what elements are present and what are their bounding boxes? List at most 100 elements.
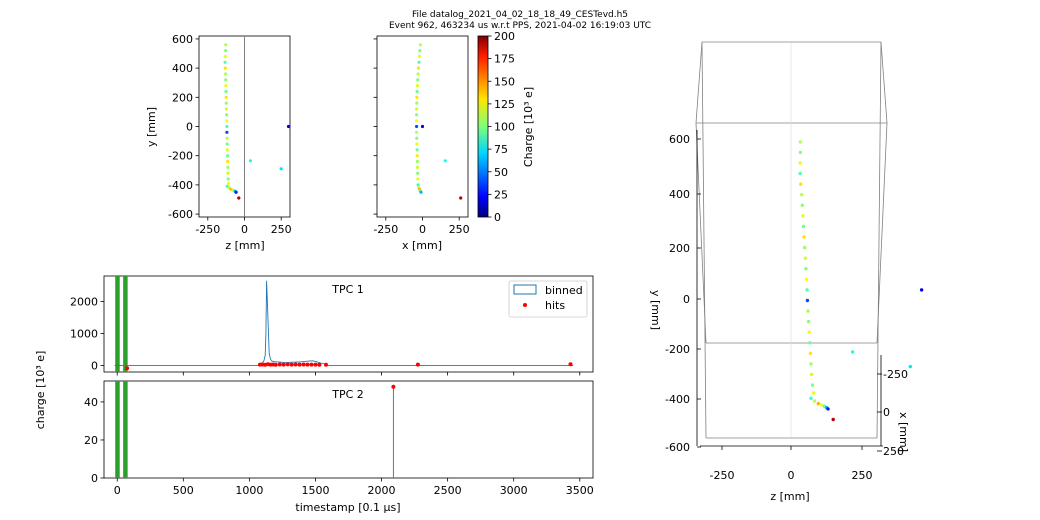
hit-point [224, 78, 228, 82]
x-tick-label: -250 [883, 368, 908, 381]
hit-point [224, 107, 228, 111]
hit-marker [391, 384, 396, 389]
hit-point [226, 159, 230, 164]
colorbar-tick-label: 125 [494, 98, 515, 111]
hit-point [225, 148, 229, 152]
hit-point-3d [831, 417, 835, 422]
hit-point-3d [809, 362, 813, 366]
hit-marker [281, 362, 286, 367]
hit-marker [313, 362, 318, 367]
view3d-box-edges [695, 41, 888, 447]
y-tick-label: 2000 [70, 296, 98, 309]
view3d-ticks: -250 0 250 -600 -400 -200 0 200 400 600 -250 0 250 [665, 133, 908, 482]
hit-point [418, 43, 422, 47]
x-tick-label: 2000 [368, 484, 396, 497]
figure-title-line1: File datalog_2021_04_02_18_18_49_CESTevd… [412, 10, 628, 20]
colorbar-tick-label: 25 [494, 188, 508, 201]
tpc2-annotation: TPC 2 [331, 388, 364, 401]
y-tick-label: -600 [168, 208, 193, 221]
hit-point-3d [798, 161, 802, 165]
y-tick-label: -200 [168, 150, 193, 163]
hit-marker [415, 362, 420, 367]
hit-marker [285, 362, 290, 367]
xy-projection-panel: -250 0 250 x [mm] [373, 35, 470, 252]
hit-point [415, 142, 419, 146]
hit-point-3d [803, 256, 807, 260]
box-edge [876, 41, 882, 439]
tpc2-xlabel: timestamp [0.1 μs] [295, 501, 400, 514]
hit-point-3d [801, 224, 806, 229]
hit-point-3d [819, 403, 824, 407]
y-tick-label: 400 [669, 188, 690, 201]
hit-point [234, 190, 238, 194]
hit-marker [297, 362, 302, 367]
hit-point [225, 113, 229, 117]
hit-marker [301, 362, 306, 367]
y-tick-label: 400 [172, 62, 193, 75]
hit-marker [273, 362, 278, 367]
hit-point [279, 167, 283, 171]
y-tick-label: 600 [669, 133, 690, 146]
hit-point [224, 89, 228, 94]
colorbar-tick-label: 175 [494, 53, 515, 66]
legend-hits-swatch [523, 303, 527, 307]
hit-point [224, 49, 228, 53]
hit-point [225, 124, 229, 129]
hit-point-3d [798, 171, 802, 176]
hit-point [416, 66, 421, 70]
tpc1-ticks: 0 1000 2000 [70, 296, 581, 376]
hit-point [415, 119, 419, 123]
hit-point [420, 124, 425, 129]
y-tick-label: 200 [172, 91, 193, 104]
hit-point [415, 84, 419, 88]
hit-point [225, 136, 229, 140]
hit-point [415, 148, 419, 152]
x-tick-label: 3000 [500, 484, 528, 497]
hit-point [226, 165, 230, 169]
x-tick-label: 250 [883, 445, 904, 458]
hit-marker [125, 366, 130, 371]
hit-point [419, 190, 423, 194]
hit-point-3d [908, 364, 912, 369]
colorbar-gradient [477, 35, 489, 218]
trigger-bar [115, 381, 120, 478]
y-tick-label: 600 [172, 33, 193, 46]
trigger-bar [123, 381, 128, 478]
y-tick-label: -400 [665, 393, 690, 406]
z-tick-label: 250 [852, 469, 873, 482]
hit-point [416, 177, 420, 181]
hit-point [226, 177, 230, 181]
hit-point [415, 154, 419, 158]
hit-point-3d [802, 235, 806, 239]
hit-marker [317, 362, 322, 367]
view3d-panel: -250 0 250 -600 -400 -200 0 200 400 600 -250 0 250 z… [649, 41, 924, 503]
box-edge [880, 41, 888, 124]
hit-point [225, 130, 229, 134]
hit-point-3d [816, 401, 820, 406]
hit-point-3d [809, 372, 814, 377]
hit-point [415, 136, 419, 140]
x-tick-label: 0 [883, 406, 890, 419]
hit-marker [293, 362, 298, 367]
hit-point-3d [808, 351, 813, 356]
hit-point [415, 130, 419, 134]
hit-point-3d [806, 319, 811, 324]
hit-point-3d [805, 288, 809, 292]
view3d-zlabel: x [mm] [897, 412, 910, 452]
hit-point-3d [810, 383, 815, 387]
hit-marker [324, 362, 328, 367]
hit-point [223, 60, 227, 64]
hit-point [415, 89, 419, 94]
trigger-bar [115, 276, 120, 372]
hit-point-3d [811, 391, 816, 395]
hit-point [225, 154, 230, 158]
hit-point [225, 119, 229, 123]
view3d-xlabel: z [mm] [770, 490, 809, 503]
hit-marker [289, 362, 294, 367]
hit-point-3d [798, 150, 803, 155]
xy-plot-content [415, 43, 463, 200]
hit-marker [568, 362, 573, 367]
hit-point [415, 165, 420, 169]
hit-point-3d [809, 396, 813, 400]
x-tick-label: 1000 [235, 484, 263, 497]
